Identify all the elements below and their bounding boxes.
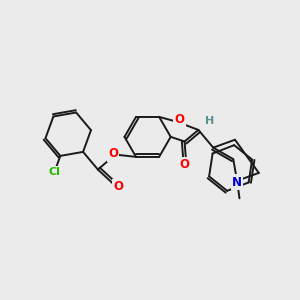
Text: H: H [205, 116, 214, 126]
Text: Cl: Cl [49, 167, 60, 177]
Text: N: N [232, 176, 242, 189]
Text: O: O [108, 147, 118, 160]
Text: O: O [113, 180, 123, 194]
Text: O: O [179, 158, 190, 172]
Text: O: O [175, 113, 184, 126]
